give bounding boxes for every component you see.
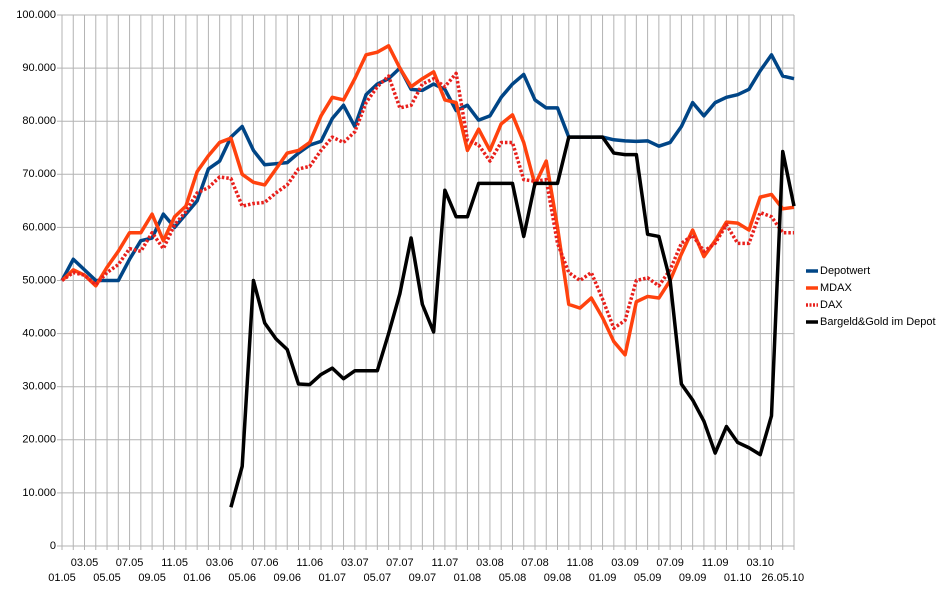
x-tick-label: 05.09 (634, 572, 662, 584)
x-tick-label: 01.08 (454, 572, 482, 584)
x-tick-label: 07.08 (521, 557, 549, 569)
x-tick-label: 03.05 (71, 557, 99, 569)
y-tick-label: 100.000 (16, 9, 56, 21)
x-tick-label: 11.06 (296, 557, 323, 569)
y-tick-label: 60.000 (22, 221, 56, 233)
y-tick-label: 90.000 (22, 62, 56, 74)
x-tick-label: 11.09 (702, 557, 729, 569)
y-tick-label: 70.000 (22, 168, 56, 180)
x-tick-label: 11.07 (432, 557, 459, 569)
series-line (60, 71, 794, 331)
x-tick-label: 05.07 (364, 572, 392, 584)
y-tick-label: 80.000 (22, 115, 56, 127)
x-tick-label: 09.05 (138, 572, 166, 584)
x-tick-label: 01.06 (183, 572, 211, 584)
x-tick-label: 01.10 (724, 572, 752, 584)
x-tick-label: 09.07 (409, 572, 437, 584)
legend-label: Depotwert (820, 265, 870, 277)
x-tick-label: 01.05 (48, 572, 76, 584)
x-tick-label: 26.05.10 (761, 572, 804, 584)
x-tick-label: 09.06 (273, 572, 301, 584)
x-tick-label: 05.05 (93, 572, 121, 584)
x-tick-label: 03.10 (746, 557, 774, 569)
x-tick-label: 07.06 (251, 557, 279, 569)
x-tick-label: 11.08 (567, 557, 594, 569)
x-tick-label: 03.06 (206, 557, 234, 569)
legend-label: DAX (820, 299, 843, 311)
y-tick-label: 40.000 (22, 328, 56, 340)
x-tick-label: 01.07 (319, 572, 347, 584)
y-tick-label: 0 (50, 540, 56, 552)
x-tick-label: 09.09 (679, 572, 707, 584)
y-tick-label: 20.000 (22, 434, 56, 446)
series-line (60, 44, 795, 357)
x-tick-label: 03.08 (476, 557, 504, 569)
x-tick-label: 11.05 (161, 557, 188, 569)
x-tick-label: 05.06 (228, 572, 256, 584)
legend-label: MDAX (820, 282, 852, 294)
x-tick-label: 09.08 (544, 572, 572, 584)
x-tick-label: 03.07 (341, 557, 369, 569)
y-tick-label: 50.000 (22, 274, 56, 286)
y-tick-label: 30.000 (22, 381, 56, 393)
y-tick-label: 10.000 (22, 487, 56, 499)
legend-label: Bargeld&Gold im Depot (820, 316, 936, 328)
x-tick-label: 05.08 (499, 572, 527, 584)
x-tick-label: 01.09 (589, 572, 617, 584)
x-tick-label: 07.05 (116, 557, 144, 569)
series-line (229, 135, 796, 508)
x-tick-label: 07.07 (386, 557, 414, 569)
x-tick-label: 03.09 (611, 557, 639, 569)
x-tick-label: 07.09 (656, 557, 684, 569)
